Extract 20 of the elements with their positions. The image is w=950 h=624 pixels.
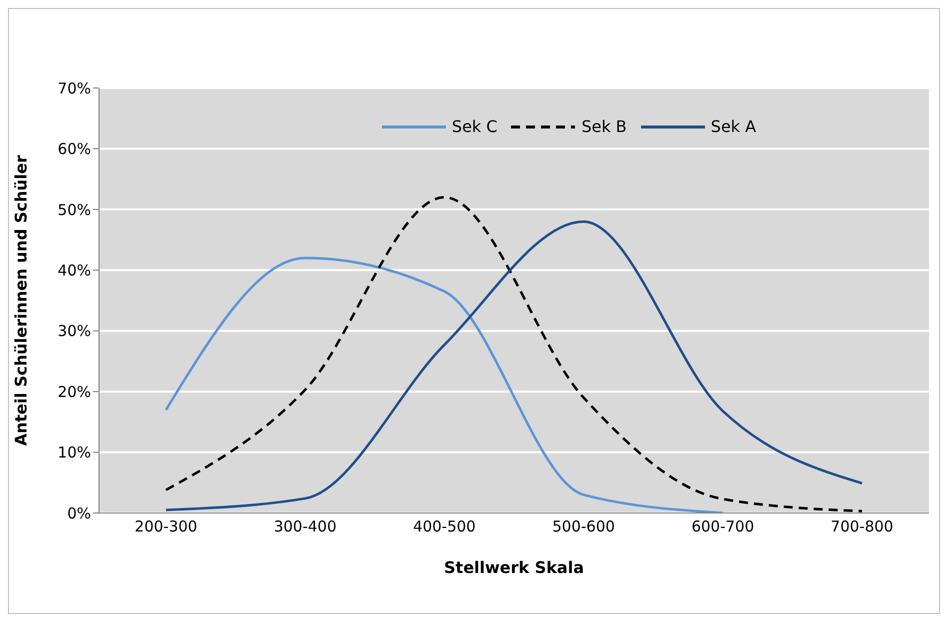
x-tick-label: 700-800	[830, 518, 894, 536]
legend-label: Sek A	[710, 117, 756, 136]
y-tick-label: 60%	[58, 140, 91, 158]
y-axis-title: Anteil Schülerinnen und Schüler	[12, 155, 31, 446]
x-tick-label: 400-500	[413, 518, 476, 536]
line-series	[164, 256, 724, 513]
x-tick-label: 500-600	[552, 518, 615, 536]
y-tick-label: 40%	[58, 261, 91, 280]
legend-label: Sek B	[580, 117, 627, 136]
legend-label: Sek C	[450, 117, 498, 136]
y-tick-label: 50%	[58, 200, 91, 219]
x-tick-label: 300-400	[274, 518, 337, 536]
y-tick-label: 10%	[58, 444, 91, 462]
y-tick-label: 70%	[58, 79, 91, 98]
x-tick-label: 600-700	[691, 518, 754, 536]
y-tick-label: 30%	[58, 322, 91, 340]
y-tick-label: 0%	[67, 504, 91, 522]
y-tick-label: 20%	[58, 382, 91, 401]
x-tick-label: 200-300	[134, 518, 198, 536]
x-axis-title: Stellwerk Skala	[444, 558, 584, 577]
